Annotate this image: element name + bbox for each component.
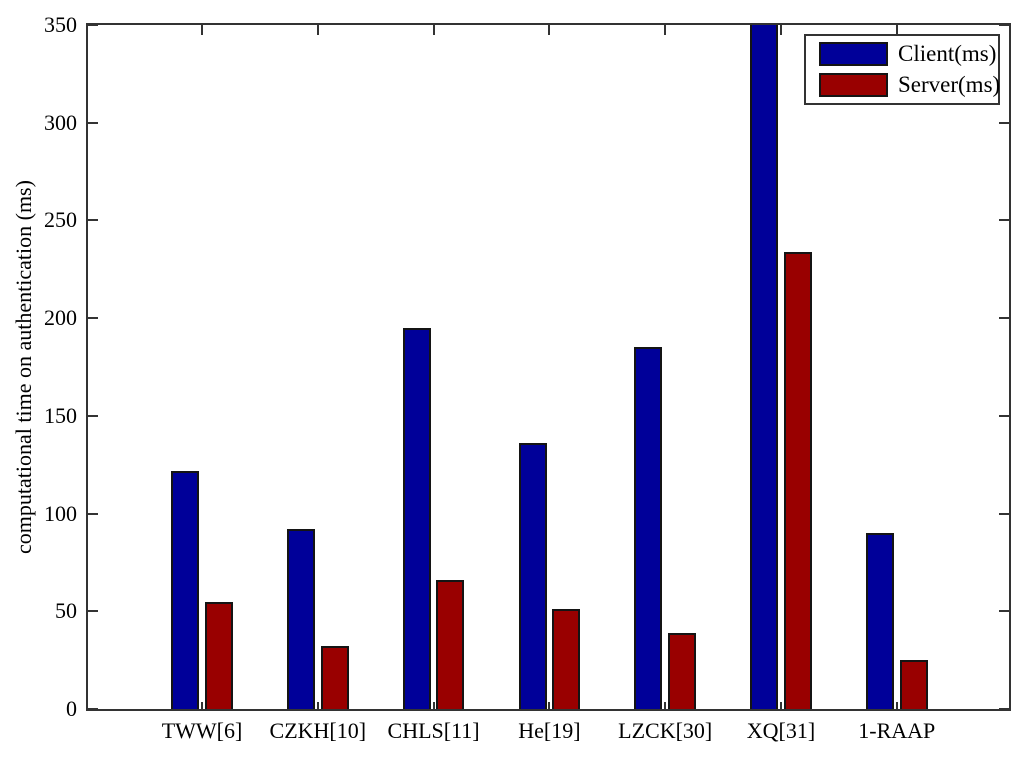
legend-entry-client: Client(ms)	[806, 41, 998, 67]
bar-server-1-raap	[899, 660, 928, 709]
x-axis-tick-top	[432, 25, 435, 35]
x-axis-tick-top	[895, 25, 898, 35]
y-axis-tick-right	[999, 121, 1009, 124]
x-axis-tick-top	[316, 25, 319, 35]
x-tick-label-1-raap: 1-RAAP	[858, 718, 936, 743]
x-tick-label-chls-11: CHLS[11]	[387, 718, 480, 743]
legend-label: Server(ms)	[898, 72, 1001, 97]
y-tick-label: 100	[44, 500, 77, 526]
y-axis-tick-right	[999, 24, 1009, 26]
x-axis-tick-bottom	[432, 702, 435, 709]
legend-swatch-client	[819, 42, 888, 66]
bar-client-lzck-30	[634, 347, 663, 709]
bar-client-czkh-10	[287, 529, 315, 709]
bar-client-xq-31	[750, 25, 779, 709]
x-axis-tick-bottom	[664, 702, 667, 709]
y-axis-title: computational time on authentication (ms…	[11, 180, 36, 554]
bar-server-tww-6	[204, 602, 233, 709]
y-axis-tick-left	[88, 512, 98, 515]
legend: Client(ms) Server(ms)	[804, 34, 1000, 105]
y-tick-label: 200	[44, 305, 77, 331]
bar-server-xq-31	[783, 252, 812, 709]
x-axis-tick-bottom	[316, 702, 319, 709]
y-axis-tick-right	[999, 219, 1009, 222]
x-axis-tick-bottom	[780, 702, 782, 709]
bar-client-chls-11	[402, 328, 431, 709]
y-axis-tick-right	[999, 414, 1009, 417]
x-axis-tick-bottom	[548, 702, 551, 709]
x-axis-tick-top	[548, 25, 551, 35]
y-axis-tick-right	[999, 610, 1009, 613]
bar-server-lzck-30	[668, 633, 696, 709]
y-tick-label: 350	[44, 12, 77, 37]
y-axis-tick-left	[88, 121, 98, 124]
x-axis-tick-top	[201, 25, 203, 35]
y-axis-tick-left	[88, 610, 98, 613]
legend-entry-server: Server(ms)	[806, 72, 1001, 98]
x-axis-tick-top	[664, 25, 667, 35]
y-tick-label: 0	[66, 696, 77, 721]
y-axis-tick-left	[88, 414, 98, 417]
x-tick-label-xq-31: XQ[31]	[746, 718, 816, 743]
y-tick-label: 300	[44, 109, 77, 135]
y-axis-tick-left	[88, 317, 98, 320]
plot-area: Client(ms) Server(ms)	[86, 23, 1011, 711]
bar-server-czkh-10	[320, 646, 349, 709]
y-axis-tick-left	[88, 708, 98, 710]
y-tick-label: 150	[44, 402, 77, 428]
x-tick-label-lzck-30: LZCK[30]	[618, 718, 713, 743]
x-tick-label-he-19: He[19]	[518, 718, 581, 743]
x-axis-tick-bottom	[895, 702, 898, 709]
bar-server-chls-11	[436, 580, 465, 709]
legend-label: Client(ms)	[898, 41, 997, 66]
x-axis-tick-bottom	[201, 702, 203, 709]
x-axis-tick-top	[780, 25, 782, 35]
x-tick-label-czkh-10: CZKH[10]	[269, 718, 367, 743]
y-axis-tick-right	[999, 512, 1009, 515]
bar-server-he-19	[552, 609, 581, 709]
y-tick-label: 250	[44, 207, 77, 233]
y-axis-tick-right	[999, 317, 1009, 320]
y-tick-label: 50	[55, 598, 77, 624]
y-axis-tick-left	[88, 219, 98, 222]
x-tick-label-tww-6: TWW[6]	[161, 718, 243, 743]
bar-client-he-19	[518, 443, 547, 709]
y-axis-tick-right	[999, 708, 1009, 710]
bar-client-tww-6	[171, 471, 200, 709]
bar-client-1-raap	[866, 533, 894, 709]
legend-swatch-server	[819, 73, 888, 97]
y-axis-tick-left	[88, 24, 98, 26]
